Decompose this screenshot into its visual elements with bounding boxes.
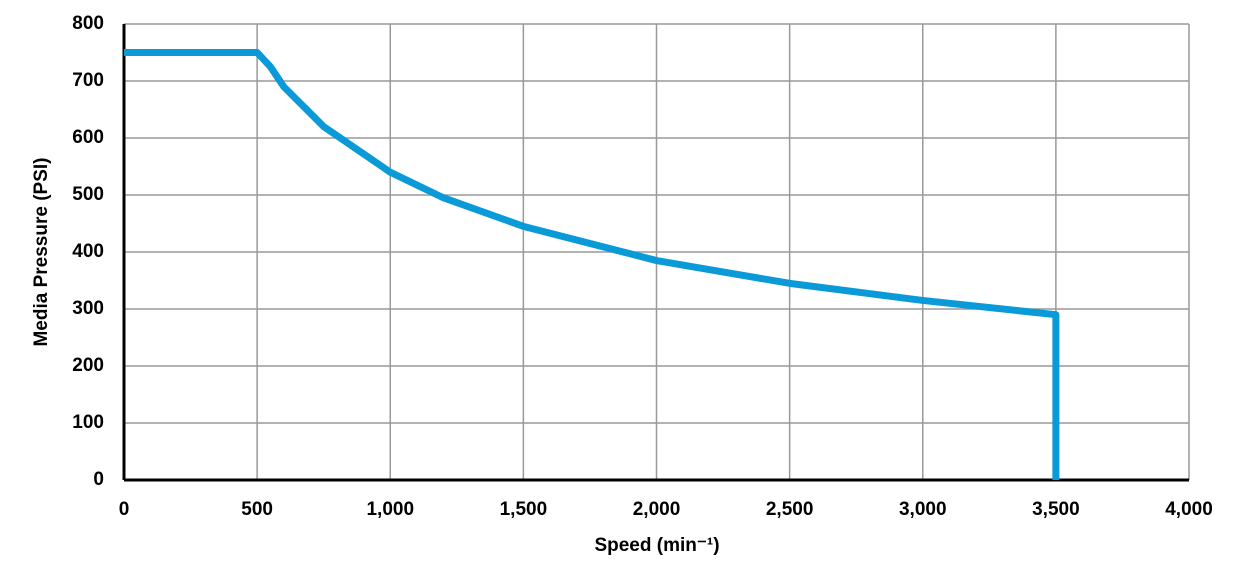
- y-tick-label: 400: [72, 241, 104, 262]
- y-tick-label: 100: [72, 412, 104, 433]
- data-line: [124, 49, 1060, 480]
- y-axis-label: Media Pressure (PSI): [31, 157, 52, 346]
- y-tick-label: 0: [93, 469, 104, 490]
- x-tick-label: 2,500: [766, 499, 814, 520]
- y-tick-label: 200: [72, 355, 104, 376]
- x-tick-label: 0: [119, 499, 130, 520]
- y-tick-label: 700: [72, 70, 104, 91]
- x-tick-label: 1,000: [366, 499, 414, 520]
- x-tick-label: 1,500: [500, 499, 548, 520]
- x-tick-label: 3,500: [1032, 499, 1080, 520]
- y-tick-label: 800: [72, 13, 104, 34]
- x-tick-label: 500: [241, 499, 273, 520]
- y-tick-label: 300: [72, 298, 104, 319]
- x-tick-label: 4,000: [1165, 499, 1213, 520]
- y-tick-label: 500: [72, 184, 104, 205]
- x-axis-label: Speed (min⁻¹): [594, 535, 719, 556]
- x-tick-label: 3,000: [899, 499, 947, 520]
- y-tick-label: 600: [72, 127, 104, 148]
- x-tick-label: 2,000: [633, 499, 681, 520]
